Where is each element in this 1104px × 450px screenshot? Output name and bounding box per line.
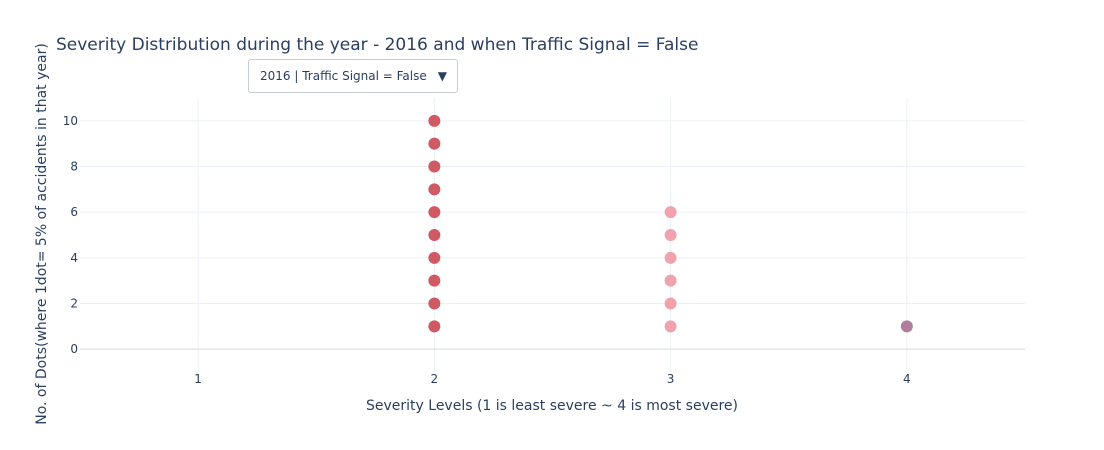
data-points — [428, 114, 913, 333]
data-point[interactable] — [900, 320, 913, 333]
data-point[interactable] — [664, 229, 677, 241]
x-axis-title: Severity Levels (1 is least severe ~ 4 i… — [366, 398, 738, 414]
grid — [80, 98, 1025, 372]
dropdown-arrow-icon: ▼ — [437, 69, 447, 83]
data-point[interactable] — [428, 274, 441, 287]
data-point[interactable] — [428, 320, 441, 333]
y-tick-label: 0 — [70, 342, 78, 356]
data-point[interactable] — [428, 229, 441, 241]
dropdown-selected-label: 2016 | Traffic Signal = False — [260, 69, 427, 83]
tick-labels: 1 2 3 4 0 2 4 6 8 10 — [63, 114, 911, 386]
data-point[interactable] — [428, 160, 441, 173]
data-point[interactable] — [428, 183, 441, 196]
y-axis-title: No. of Dots(where 1dot= 5% of accidents … — [34, 43, 50, 425]
x-tick-label: 1 — [194, 372, 202, 386]
chart-title: Severity Distribution during the year - … — [56, 35, 698, 55]
y-tick-label: 6 — [70, 205, 78, 219]
data-point[interactable] — [664, 320, 677, 333]
y-tick-label: 10 — [63, 114, 78, 128]
data-point[interactable] — [428, 206, 441, 219]
data-point[interactable] — [428, 137, 441, 150]
y-tick-label: 8 — [70, 160, 78, 174]
y-tick-label: 4 — [70, 251, 78, 265]
data-point[interactable] — [428, 297, 441, 310]
data-point[interactable] — [664, 274, 677, 287]
x-tick-label: 4 — [903, 372, 911, 386]
data-point[interactable] — [428, 114, 441, 127]
x-tick-label: 3 — [667, 372, 675, 386]
x-tick-label: 2 — [431, 372, 439, 386]
year-signal-dropdown[interactable]: 2016 | Traffic Signal = False ▼ — [248, 59, 458, 93]
data-point[interactable] — [664, 297, 677, 310]
data-point[interactable] — [664, 251, 677, 264]
data-point[interactable] — [428, 251, 441, 264]
data-point[interactable] — [664, 206, 677, 219]
y-tick-label: 2 — [70, 297, 78, 311]
